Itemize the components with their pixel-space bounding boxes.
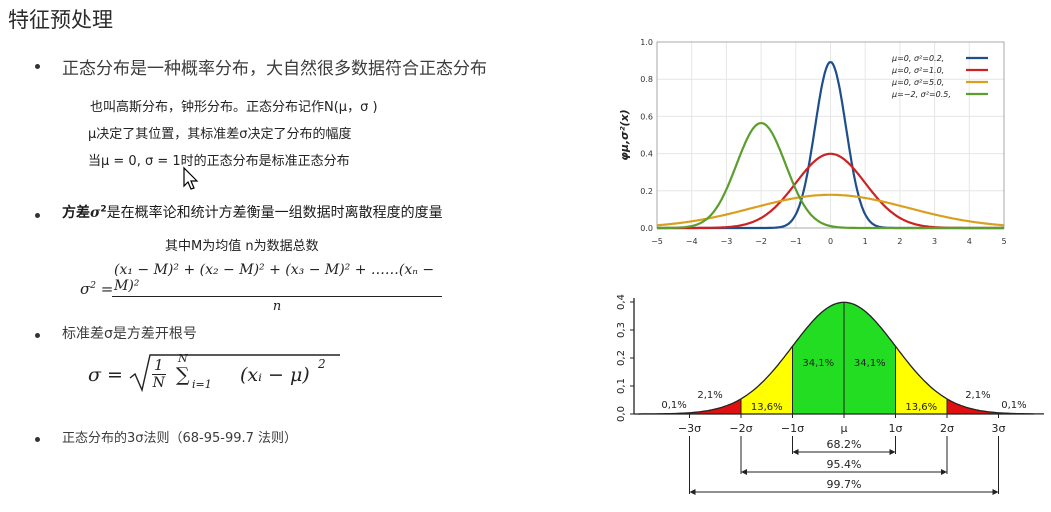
arrow-head bbox=[941, 469, 947, 475]
variance-symbol: σ bbox=[90, 205, 101, 221]
sub-text-gaussian: 也叫高斯分布，钟形分布。正态分布记作N(μ，σ ) bbox=[90, 100, 378, 115]
x-tick-label: −2σ bbox=[729, 422, 752, 435]
x-tick-label: −1 bbox=[790, 237, 802, 246]
variance-formula-fraction: (x₁ − M)² + (x₂ − M)² + (x₃ − M)² + ……(x… bbox=[112, 262, 442, 314]
arrow-head bbox=[689, 489, 696, 495]
y-tick-label: 0,4 bbox=[616, 294, 627, 310]
y-tick-label: 0,2 bbox=[616, 350, 627, 366]
x-tick-label: 1σ bbox=[889, 422, 903, 435]
region-label: 34,1% bbox=[854, 358, 886, 369]
arrow-head bbox=[992, 489, 999, 495]
x-tick-label: 5 bbox=[1001, 237, 1006, 246]
x-tick-label: μ bbox=[841, 422, 848, 435]
legend-label: μ=0, σ²=0.2, bbox=[891, 54, 944, 63]
bell-curve bbox=[638, 301, 1044, 415]
plot-frame bbox=[656, 41, 1005, 229]
interval-label: 99.7% bbox=[827, 478, 862, 491]
page-title: 特征预处理 bbox=[8, 8, 113, 32]
x-tick-label: 2 bbox=[897, 237, 902, 246]
series-line bbox=[657, 121, 1004, 230]
y-tick-label: 0,1 bbox=[616, 378, 627, 394]
x-tick-label: −2 bbox=[755, 237, 767, 246]
x-tick-label: 1 bbox=[863, 237, 868, 246]
x-tick-label: −3σ bbox=[678, 422, 701, 435]
x-tick-label: −5 bbox=[651, 237, 663, 246]
region-fill bbox=[689, 398, 741, 414]
interval-label: 68.2% bbox=[827, 438, 862, 451]
bullet-normal-distribution: 正态分布是一种概率分布，大自然很多数据符合正态分布 bbox=[62, 59, 487, 79]
interval-label: 95.4% bbox=[827, 458, 862, 471]
std-formula-body: (xᵢ − μ) bbox=[240, 364, 310, 386]
sub-text-standard-normal: 当μ = 0, σ = 1时的正态分布是标准正态分布 bbox=[88, 154, 350, 169]
sqrt-sign bbox=[129, 354, 340, 393]
region-label: 2,1% bbox=[697, 390, 722, 401]
bullet-dot bbox=[35, 64, 40, 69]
bullet-dot bbox=[35, 437, 40, 442]
std-sum-symbol: ∑ bbox=[176, 364, 190, 386]
std-formula-lhs: σ = bbox=[88, 364, 123, 386]
y-tick-label: 1.0 bbox=[640, 38, 653, 47]
y-tick-label: 0.4 bbox=[640, 150, 653, 159]
std-sum-bottom: i=1 bbox=[192, 378, 212, 391]
cursor-icon bbox=[183, 166, 199, 190]
sub-text-position: μ决定了其位置，其标准差σ决定了分布的幅度 bbox=[88, 127, 352, 142]
x-tick-label: 4 bbox=[967, 237, 972, 246]
tail-label: 0,1% bbox=[661, 400, 686, 411]
region-fill bbox=[947, 398, 999, 414]
variance-prefix: 方差 bbox=[62, 205, 90, 221]
x-tick-label: 3σ bbox=[992, 422, 1006, 435]
variance-text: 是在概率论和统计方差衡量一组数据时离散程度的度量 bbox=[106, 205, 443, 221]
std-sum-top: N bbox=[178, 352, 188, 365]
region-label: 34,1% bbox=[802, 358, 834, 369]
bullet-variance: 方差σ2是在概率论和统计方差衡量一组数据时离散程度的度量 bbox=[62, 202, 443, 222]
y-tick-label: 0,3 bbox=[616, 322, 627, 338]
y-tick-label: 0.8 bbox=[640, 75, 653, 84]
bullet-std-dev: 标准差σ是方差开根号 bbox=[62, 326, 197, 342]
legend-label: μ=−2, σ²=0.5, bbox=[891, 90, 951, 99]
arrow-head bbox=[741, 469, 747, 475]
sub-text-mean: 其中M为均值 n为数据总数 bbox=[165, 239, 319, 254]
variance-sup: 2 bbox=[100, 204, 107, 215]
arrow-head bbox=[889, 449, 896, 455]
variance-formula-numerator: (x₁ − M)² + (x₂ − M)² + (x₃ − M)² + ……(x… bbox=[114, 262, 435, 294]
normal-pdf-chart: −5 −4 −3 −2 −1 0 1 2 3 4 5 0.0 0.2 0.4 0.6 0.8 1.0 φμ,σ²(… bbox=[612, 30, 1012, 255]
region-label: 13,6% bbox=[751, 402, 783, 413]
variance-formula-denominator: n bbox=[272, 299, 282, 314]
bullet-3sigma-rule: 正态分布的3σ法则（68-95-99.7 法则） bbox=[62, 431, 298, 446]
y-tick-label: 0,0 bbox=[616, 406, 627, 422]
arrow-head bbox=[792, 449, 799, 455]
series-line bbox=[656, 193, 1005, 227]
y-tick-label: 0.2 bbox=[640, 187, 653, 196]
x-tick-label: 0 bbox=[828, 237, 833, 246]
region-label: 13,6% bbox=[905, 402, 937, 413]
std-formula-fraction: 1 N bbox=[152, 356, 166, 391]
x-tick-label: 2σ bbox=[940, 422, 954, 435]
tail-label: 0,1% bbox=[1001, 400, 1026, 411]
x-tick-label: −4 bbox=[686, 237, 698, 246]
legend-label: μ=0, σ²=1.0, bbox=[891, 66, 944, 75]
bullet-dot bbox=[35, 213, 40, 218]
x-tick-label: −1σ bbox=[781, 422, 804, 435]
y-tick-label: 0.0 bbox=[640, 224, 653, 233]
y-tick-label: 0.6 bbox=[640, 112, 653, 121]
std-formula-sup: 2 bbox=[318, 357, 326, 371]
bullet-dot bbox=[35, 333, 40, 338]
region-label: 2,1% bbox=[965, 390, 990, 401]
variance-formula-lhs: σ2 = bbox=[80, 280, 114, 298]
x-tick-label: 3 bbox=[932, 237, 937, 246]
y-axis-label: φμ,σ²(x) bbox=[618, 109, 631, 160]
three-sigma-chart: 0,0 0,1 0,2 0,3 0,4 −3σ −2σ −1σ μ 1σ 2σ 3σ 2,1% 13,6%… bbox=[604, 286, 1044, 502]
legend-label: μ=0, σ²=5.0, bbox=[891, 78, 944, 87]
x-tick-label: −3 bbox=[721, 237, 733, 246]
